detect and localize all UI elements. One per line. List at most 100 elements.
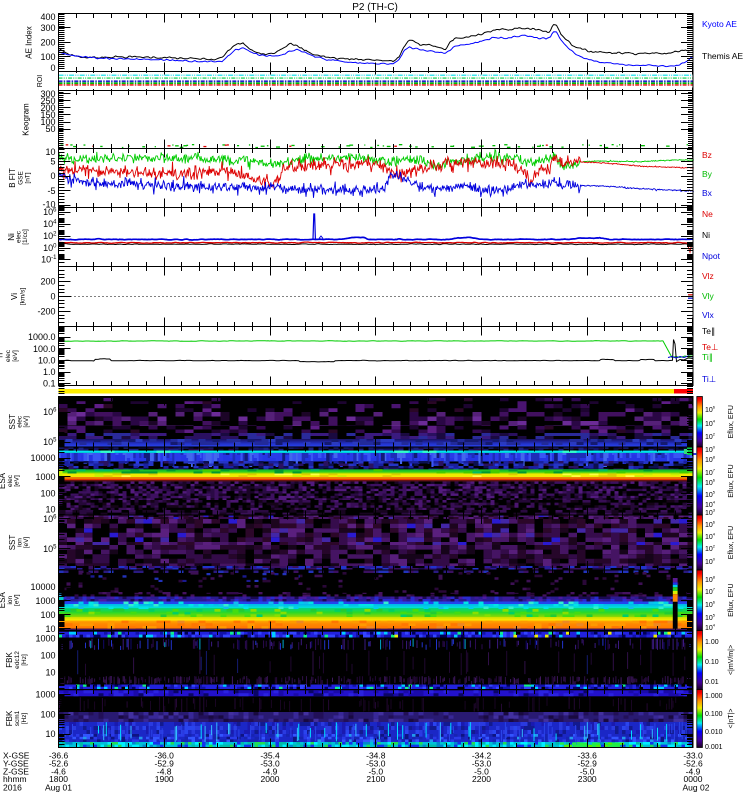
svg-text:-4.8: -4.8 <box>157 767 172 777</box>
svg-text:250: 250 <box>40 96 55 106</box>
svg-text:elec: elec <box>7 474 14 487</box>
svg-text:Eflux, EFU: Eflux, EFU <box>728 526 735 559</box>
svg-text:200: 200 <box>40 103 55 113</box>
svg-text:105: 105 <box>43 437 57 447</box>
svg-text:scm1: scm1 <box>14 710 21 726</box>
svg-text:SST: SST <box>8 414 17 430</box>
svg-text:107: 107 <box>705 468 716 478</box>
svg-text:Vi: Vi <box>10 293 19 300</box>
svg-text:10000: 10000 <box>30 582 55 592</box>
svg-text:102: 102 <box>43 231 57 241</box>
svg-text:Ni: Ni <box>702 230 710 240</box>
svg-text:102: 102 <box>705 544 716 554</box>
svg-text:-4.9: -4.9 <box>686 767 701 777</box>
svg-text:100: 100 <box>40 610 55 620</box>
svg-text:1800: 1800 <box>49 774 68 784</box>
svg-text:Te⊥: Te⊥ <box>702 342 719 352</box>
svg-text:200: 200 <box>40 37 55 47</box>
svg-text:[eV]: [eV] <box>23 416 30 428</box>
svg-text:-52.9: -52.9 <box>578 759 598 769</box>
svg-text:1.00: 1.00 <box>705 639 719 646</box>
svg-text:Vlz: Vlz <box>702 271 714 281</box>
svg-text:106: 106 <box>705 405 716 415</box>
svg-text:-33.6: -33.6 <box>578 751 598 761</box>
svg-text:-5.0: -5.0 <box>368 767 383 777</box>
svg-text:10: 10 <box>45 668 55 678</box>
svg-text:Aug 01: Aug 01 <box>45 783 72 793</box>
svg-text:-36.0: -36.0 <box>155 751 175 761</box>
svg-text:Eflux, EFU: Eflux, EFU <box>728 405 735 438</box>
svg-text:10: 10 <box>45 505 55 515</box>
svg-text:Ti∥: Ti∥ <box>702 352 713 362</box>
svg-text:100.0: 100.0 <box>33 344 56 354</box>
svg-text:-4.6: -4.6 <box>51 767 66 777</box>
svg-text:AE Index: AE Index <box>25 26 34 58</box>
svg-text:100: 100 <box>40 710 55 720</box>
svg-text:GSE: GSE <box>18 170 25 184</box>
svg-text:100: 100 <box>705 557 716 567</box>
svg-text:105: 105 <box>705 490 716 500</box>
svg-text:100: 100 <box>705 445 716 455</box>
svg-text:-200: -200 <box>37 307 55 317</box>
svg-text:[eV]: [eV] <box>14 594 21 606</box>
svg-text:-36.6: -36.6 <box>49 751 69 761</box>
svg-text:-52.6: -52.6 <box>683 759 703 769</box>
svg-text:100: 100 <box>40 52 55 62</box>
svg-text:Aug 02: Aug 02 <box>683 783 710 793</box>
svg-text:1000: 1000 <box>35 690 55 700</box>
svg-text:0.10: 0.10 <box>705 659 719 666</box>
svg-text:150: 150 <box>40 110 55 120</box>
svg-text:106: 106 <box>43 514 57 524</box>
svg-text:100: 100 <box>43 243 57 253</box>
svg-text:10: 10 <box>45 147 55 157</box>
svg-text:ESA: ESA <box>0 592 7 609</box>
svg-text:0.1: 0.1 <box>43 379 56 389</box>
svg-text:FBK: FBK <box>5 652 14 668</box>
svg-text:105: 105 <box>43 544 57 554</box>
svg-text:Y-GSE: Y-GSE <box>3 759 29 769</box>
svg-text:0: 0 <box>50 292 55 302</box>
svg-text:[Hz]: [Hz] <box>21 713 28 725</box>
svg-text:200: 200 <box>40 277 55 287</box>
svg-text:2000: 2000 <box>261 774 280 784</box>
svg-text:1.0: 1.0 <box>43 367 56 377</box>
svg-text:104: 104 <box>43 219 57 229</box>
svg-text:0000: 0000 <box>684 774 703 784</box>
svg-text:106: 106 <box>43 207 57 217</box>
svg-text:106: 106 <box>705 478 716 488</box>
svg-text:300: 300 <box>40 23 55 33</box>
svg-text:P2 (TH-C): P2 (TH-C) <box>352 2 398 13</box>
svg-text:5: 5 <box>50 156 55 166</box>
svg-text:ESA: ESA <box>0 472 7 489</box>
svg-text:104: 104 <box>705 500 716 510</box>
svg-text:[eV]: [eV] <box>14 475 21 487</box>
svg-text:108: 108 <box>705 575 716 585</box>
svg-text:Vly: Vly <box>702 291 715 301</box>
svg-text:-35.4: -35.4 <box>260 751 280 761</box>
svg-text:B FIT: B FIT <box>8 168 17 188</box>
svg-text:104: 104 <box>705 623 716 633</box>
svg-text:Keogram: Keogram <box>22 103 31 136</box>
svg-text:104: 104 <box>705 419 716 429</box>
svg-text:2300: 2300 <box>578 774 597 784</box>
svg-text:[Hz]: [Hz] <box>21 654 28 666</box>
svg-text:0.010: 0.010 <box>705 729 723 736</box>
svg-text:10-1: 10-1 <box>41 255 57 265</box>
svg-text:[nT]: [nT] <box>25 172 32 183</box>
svg-text:[1/cc]: [1/cc] <box>22 229 29 245</box>
svg-text:SST: SST <box>8 535 17 551</box>
svg-text:-5.0: -5.0 <box>580 767 595 777</box>
svg-text:ROI: ROI <box>37 75 44 88</box>
svg-text:10: 10 <box>45 624 55 634</box>
svg-text:ion: ion <box>7 595 14 604</box>
svg-text:Ne: Ne <box>702 209 713 219</box>
svg-text:100: 100 <box>40 117 55 127</box>
svg-text:2016: 2016 <box>3 783 22 793</box>
svg-text:[eV]: [eV] <box>23 537 30 549</box>
svg-text:elec: elec <box>17 415 24 428</box>
svg-text:-53.0: -53.0 <box>260 759 280 769</box>
svg-text:[km/s]: [km/s] <box>20 288 27 306</box>
svg-text:2200: 2200 <box>472 774 491 784</box>
svg-text:102: 102 <box>705 432 716 442</box>
svg-text:10: 10 <box>45 729 55 739</box>
